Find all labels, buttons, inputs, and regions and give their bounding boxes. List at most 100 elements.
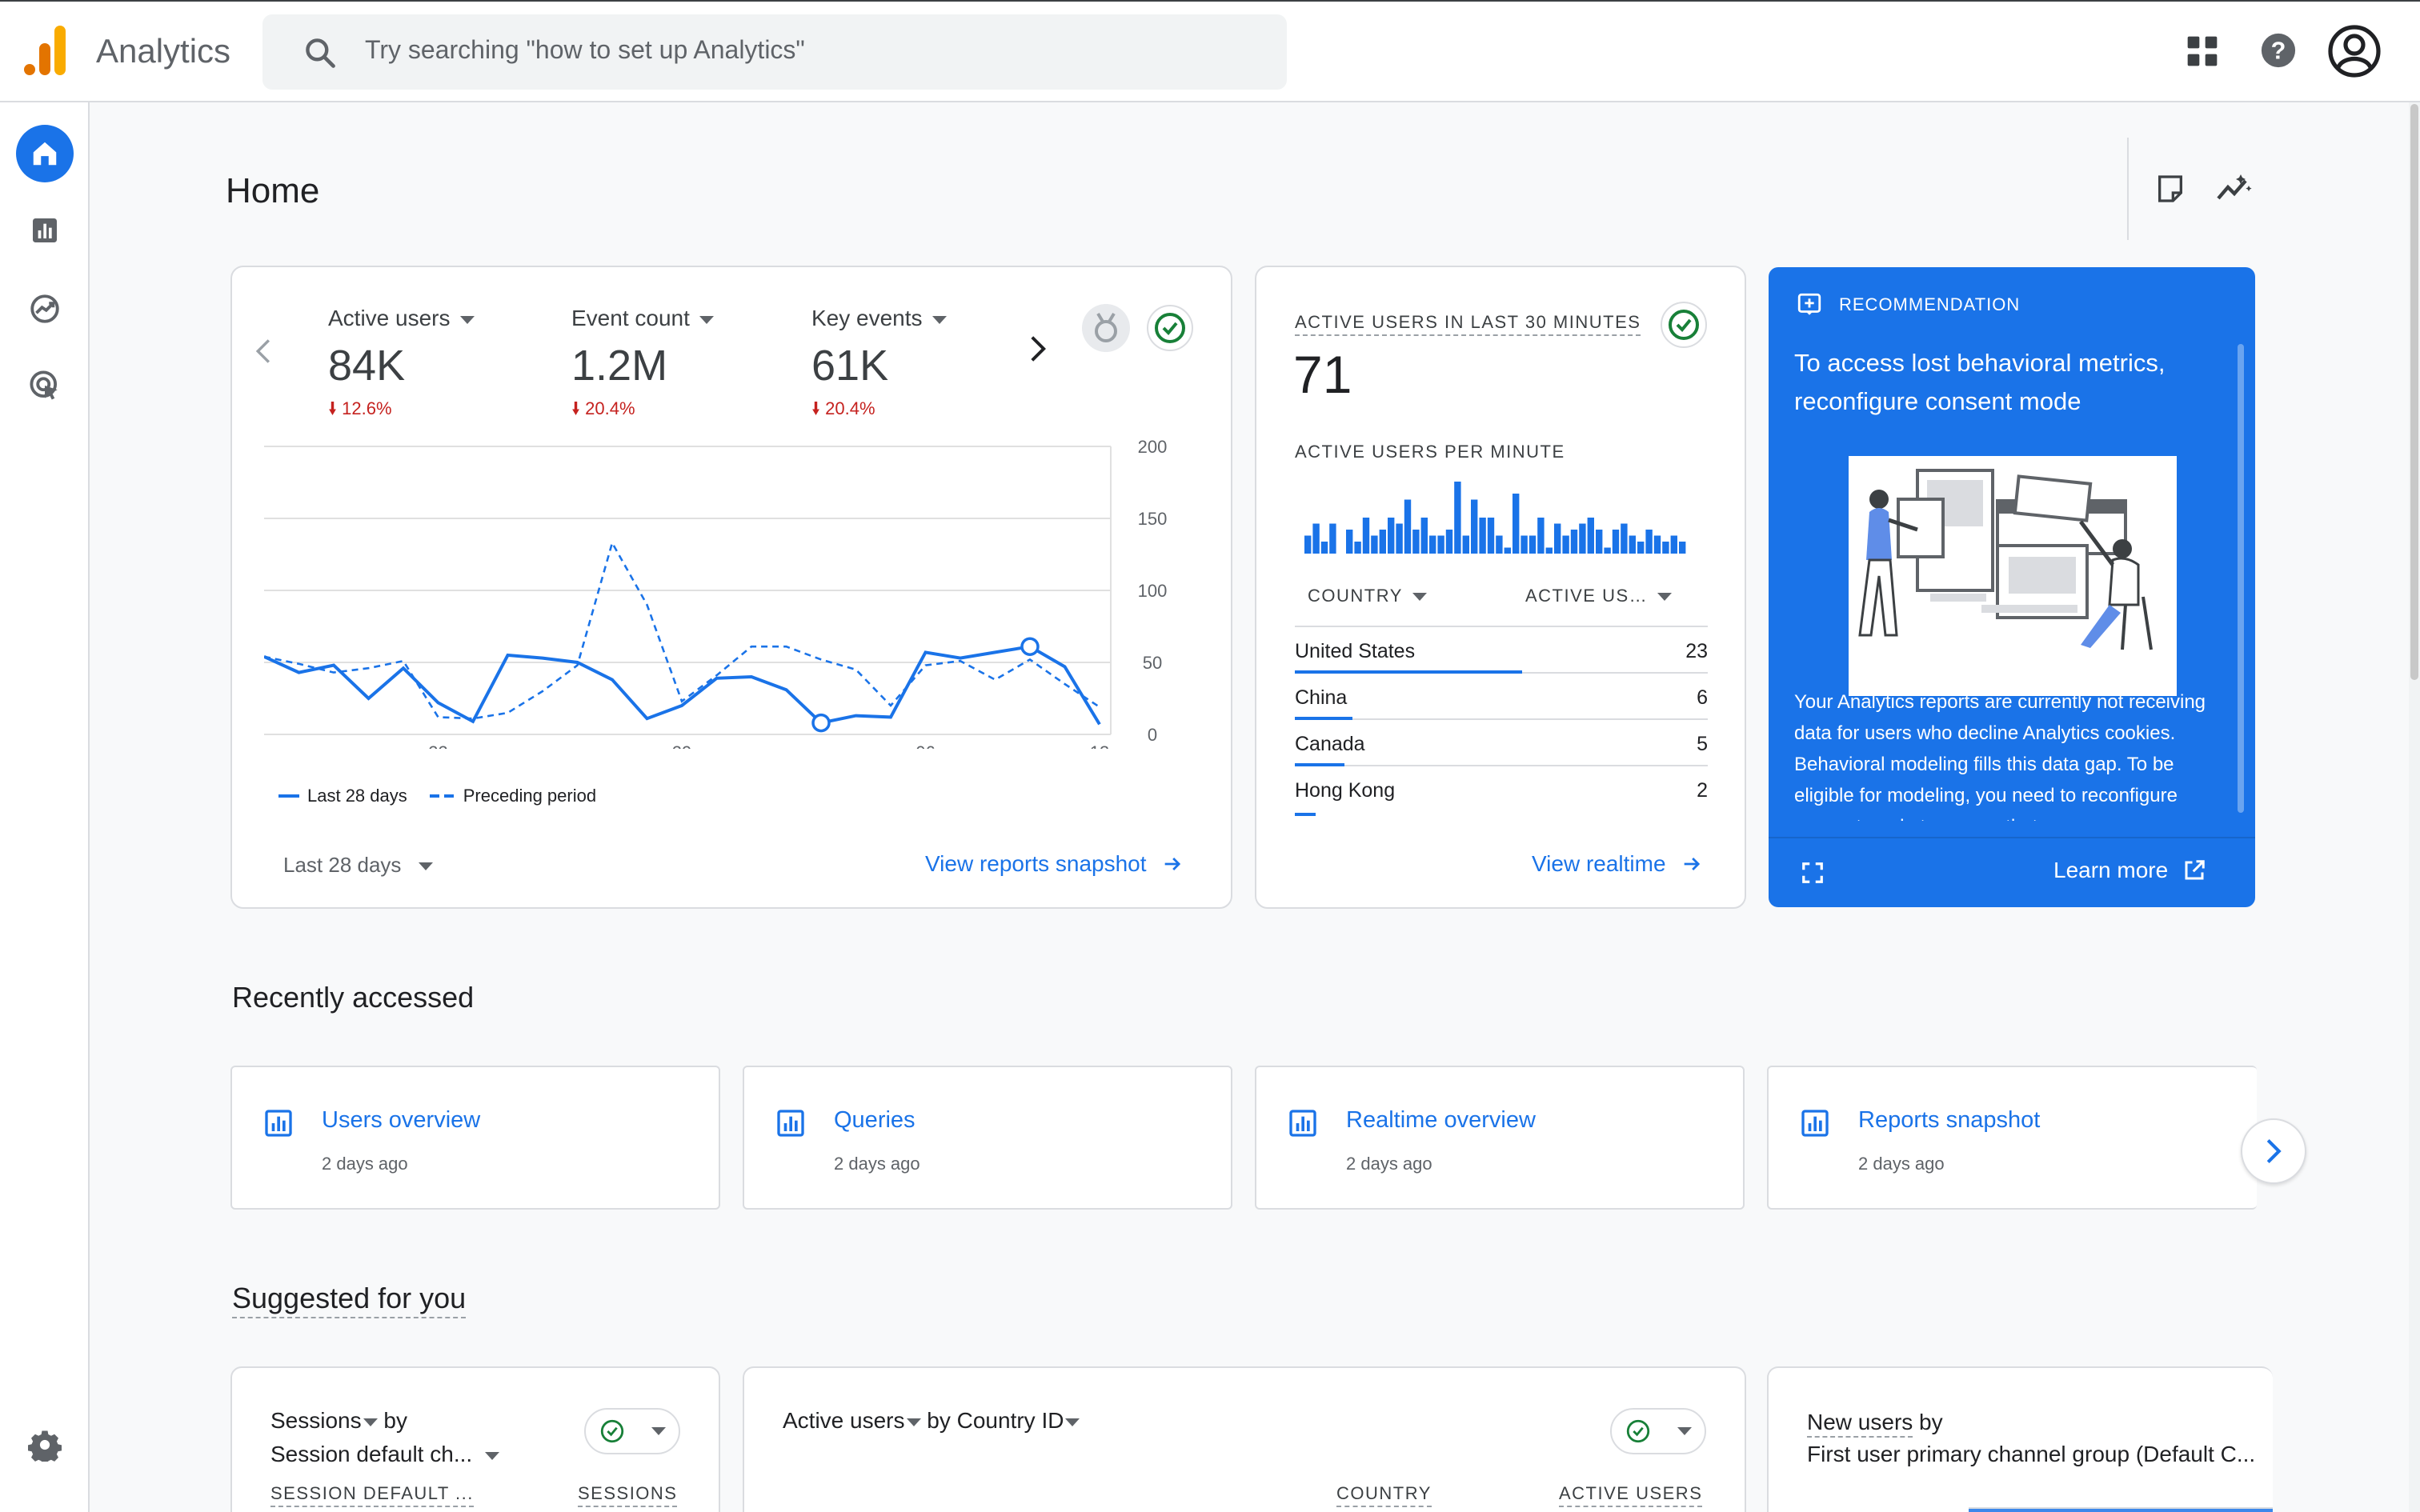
per-minute-bar[interactable] (1479, 518, 1486, 554)
series-line-last-28-days[interactable] (264, 645, 1101, 726)
per-minute-bar[interactable] (1537, 518, 1545, 554)
per-minute-bar[interactable] (1437, 535, 1444, 554)
per-minute-bar[interactable] (1670, 535, 1677, 554)
apps-grid-icon[interactable] (2185, 34, 2220, 69)
per-minute-bar[interactable] (1621, 523, 1628, 554)
view-reports-snapshot-link[interactable]: View reports snapshot (925, 851, 1184, 877)
per-minute-bar[interactable] (1379, 530, 1386, 554)
nav-home[interactable] (16, 125, 74, 182)
per-minute-bar[interactable] (1388, 518, 1395, 554)
per-minute-bar[interactable] (1679, 542, 1686, 554)
recent-item-card[interactable]: Realtime overview 2 days ago (1255, 1066, 1745, 1210)
recommendation-scrollbar[interactable] (2238, 344, 2244, 813)
nav-explore[interactable] (16, 280, 74, 338)
status-pill[interactable] (584, 1408, 680, 1454)
status-pill[interactable] (1610, 1408, 1706, 1454)
per-minute-bar[interactable] (1562, 535, 1569, 554)
per-minute-bar[interactable] (1471, 499, 1478, 554)
caret-down-icon (906, 1418, 921, 1426)
data-quality-check-icon[interactable] (1660, 301, 1708, 349)
per-minute-bar[interactable] (1420, 518, 1428, 554)
table-row[interactable]: United States 23 (1295, 627, 1708, 674)
per-minute-bar[interactable] (1354, 542, 1361, 554)
table-row[interactable]: China 6 (1295, 674, 1708, 720)
per-minute-bar[interactable] (1545, 547, 1553, 554)
per-minute-bar[interactable] (1662, 542, 1669, 554)
per-minute-bar[interactable] (1462, 535, 1469, 554)
search-input[interactable]: Try searching "how to set up Analytics" (365, 35, 805, 64)
per-minute-bar[interactable] (1521, 535, 1528, 554)
learn-more-link[interactable]: Learn more (2053, 858, 2206, 883)
metric-event-count[interactable]: Event count 1.2M 🠛 20.4% (571, 306, 787, 426)
recent-next-button[interactable] (2241, 1118, 2306, 1184)
per-minute-bar[interactable] (1579, 523, 1586, 554)
per-minute-bar[interactable] (1512, 494, 1520, 554)
active-users-title[interactable]: Active users by Country ID (783, 1408, 1080, 1434)
per-minute-bar[interactable] (1429, 535, 1436, 554)
per-minute-bar[interactable] (1362, 518, 1370, 554)
per-minute-bar[interactable] (1329, 523, 1336, 554)
per-minute-bar[interactable] (1396, 523, 1403, 554)
analytics-logo[interactable] (24, 26, 67, 75)
per-minute-bar[interactable] (1454, 482, 1461, 554)
per-minute-bar[interactable] (1304, 535, 1312, 554)
per-minute-bar[interactable] (1570, 530, 1578, 554)
col-country-select[interactable]: COUNTRY (1308, 586, 1427, 606)
account-icon[interactable] (2327, 24, 2382, 78)
date-range-select[interactable]: Last 28 days (283, 853, 434, 878)
col-users-select[interactable]: ACTIVE US… (1525, 586, 1673, 606)
line-chart[interactable]: 20015010050022Jun2906Jul13 (264, 429, 1208, 749)
per-minute-bar[interactable] (1604, 547, 1611, 554)
per-minute-bar[interactable] (1404, 499, 1412, 554)
per-minute-bar[interactable] (1554, 523, 1561, 554)
metric-active-users[interactable]: Active users 84K 🠛 12.6% (328, 306, 544, 426)
nav-advertising[interactable] (16, 357, 74, 414)
by-label: by (920, 1408, 957, 1433)
per-minute-bar[interactable] (1496, 535, 1503, 554)
per-minute-bar[interactable] (1487, 518, 1495, 554)
chevron-left-icon[interactable] (254, 338, 272, 365)
notes-icon[interactable] (2154, 173, 2186, 205)
badge-icon[interactable] (1082, 304, 1130, 352)
per-minute-bar[interactable] (1653, 535, 1661, 554)
app-title[interactable]: Analytics (96, 32, 231, 70)
per-minute-bar[interactable] (1587, 518, 1594, 554)
nav-admin[interactable] (16, 1416, 74, 1474)
per-minute-bar[interactable] (1596, 530, 1603, 554)
recent-item-card[interactable]: Queries 2 days ago (743, 1066, 1232, 1210)
table-row[interactable]: Canada 5 (1295, 720, 1708, 766)
expand-icon[interactable] (1801, 861, 1825, 885)
per-minute-bar[interactable] (1346, 530, 1353, 554)
per-minute-bar[interactable] (1445, 530, 1453, 554)
series-line-preceding-period[interactable] (264, 540, 1100, 720)
per-minute-bar[interactable] (1312, 523, 1320, 554)
per-minute-bar[interactable] (1504, 547, 1511, 554)
recent-item-card[interactable]: Users overview 2 days ago (230, 1066, 720, 1210)
search-bar[interactable]: Try searching "how to set up Analytics" (262, 14, 1287, 90)
per-minute-bar-chart[interactable] (1304, 474, 1689, 554)
nav-reports[interactable] (16, 202, 74, 259)
new-users-title[interactable]: New users by (1807, 1410, 1943, 1438)
per-minute-bar[interactable] (1320, 542, 1328, 554)
data-point-marker[interactable] (1020, 637, 1040, 656)
sessions-dimension-select[interactable]: Session default ch... (270, 1442, 500, 1467)
per-minute-bar[interactable] (1371, 535, 1378, 554)
data-quality-check-icon[interactable] (1146, 304, 1194, 352)
view-realtime-link[interactable]: View realtime (1532, 851, 1703, 877)
data-point-marker[interactable] (811, 713, 831, 733)
per-minute-bar[interactable] (1629, 535, 1636, 554)
metric-key-events[interactable]: Key events 61K 🠛 20.4% (811, 306, 1028, 426)
per-minute-bar[interactable] (1612, 530, 1620, 554)
per-minute-bar[interactable] (1637, 542, 1645, 554)
recent-item-card[interactable]: Reports snapshot 2 days ago (1767, 1066, 2257, 1210)
per-minute-bar[interactable] (1645, 530, 1653, 554)
report-icon (265, 1110, 292, 1137)
sessions-metric-select[interactable]: Sessions by (270, 1408, 407, 1434)
table-row[interactable]: Hong Kong 2 (1295, 766, 1708, 816)
help-icon[interactable]: ? (2260, 32, 2297, 69)
chevron-right-icon[interactable] (1029, 334, 1047, 363)
per-minute-bar[interactable] (1412, 530, 1420, 554)
page-scrollbar-thumb[interactable] (2410, 104, 2418, 680)
insights-icon[interactable] (2215, 171, 2254, 206)
per-minute-bar[interactable] (1529, 535, 1537, 554)
